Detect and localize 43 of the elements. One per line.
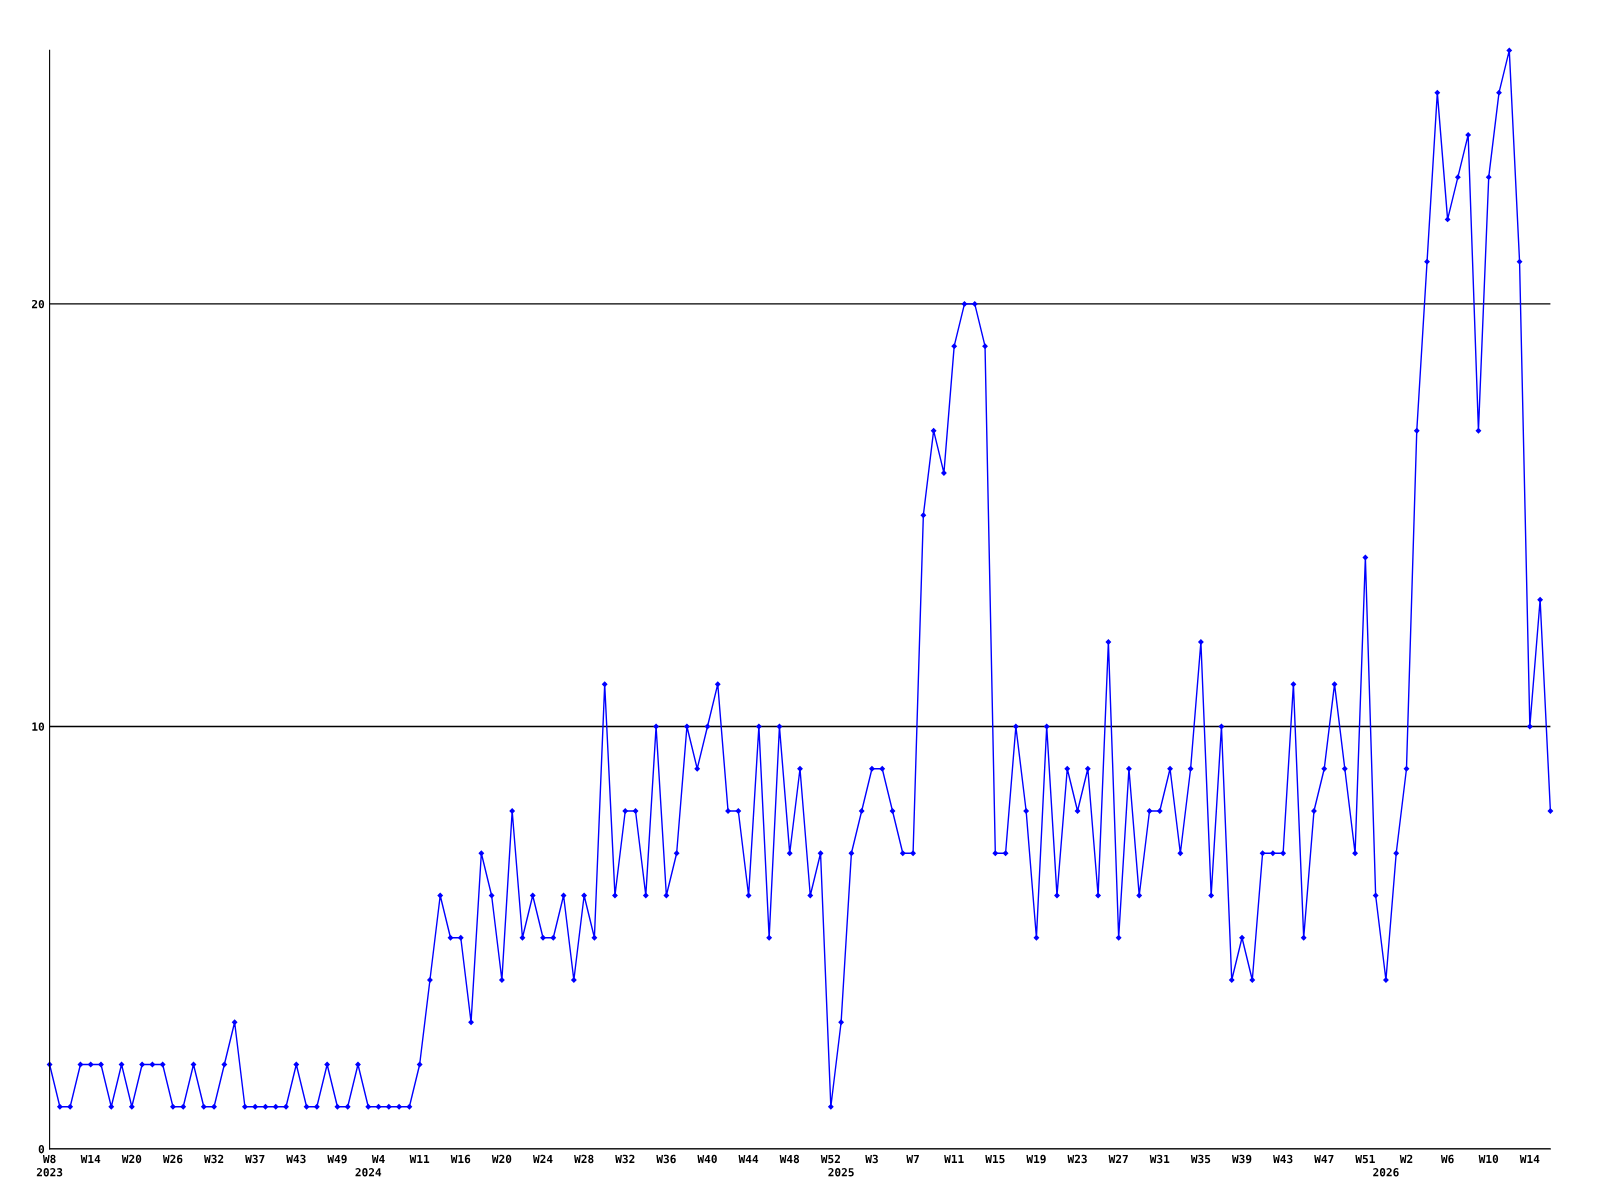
x-tick-label: W48: [779, 1154, 800, 1164]
y-tick-label: 0: [38, 1144, 45, 1154]
x-tick-label: 2024: [355, 1168, 382, 1177]
x-tick-label: W23: [1067, 1154, 1087, 1164]
x-tick-label: W20: [121, 1154, 142, 1164]
x-tick-label: W3: [865, 1154, 878, 1164]
x-tick-label: W32: [615, 1154, 635, 1164]
x-tick-label: W31: [1149, 1154, 1170, 1164]
x-tick-label: W37: [245, 1154, 265, 1164]
x-tick-label: W15: [985, 1154, 1005, 1164]
x-tick-label: W6: [1440, 1154, 1454, 1164]
x-tick-label: W47: [1314, 1154, 1334, 1163]
x-tick-label: W20: [491, 1154, 512, 1164]
x-tick-label: W11: [944, 1154, 964, 1163]
x-tick-label: W27: [1108, 1154, 1128, 1163]
x-tick-label: W35: [1190, 1154, 1211, 1164]
x-tick-label: W52: [820, 1154, 840, 1164]
y-tick-label: 20: [31, 299, 45, 309]
x-tick-label: W40: [697, 1154, 717, 1164]
x-tick-label: 2025: [828, 1168, 854, 1177]
y-tick-label: 10: [32, 722, 45, 731]
x-tick-label: W11: [409, 1154, 430, 1163]
x-tick-label: W10: [1478, 1154, 1499, 1164]
x-tick-label: W8 2023: [36, 1154, 63, 1177]
x-tick-label: W24: [532, 1154, 553, 1163]
x-tick-label: W36: [656, 1154, 676, 1164]
x-tick-label: W7: [906, 1154, 919, 1163]
x-tick-label: W26: [162, 1154, 183, 1164]
x-tick-label: W32: [204, 1154, 224, 1164]
x-tick-label: W51: [1355, 1154, 1375, 1164]
x-tick-label: W14: [80, 1154, 101, 1163]
x-tick-label: W2: [1399, 1154, 1413, 1163]
x-tick-label: 2026: [1373, 1168, 1399, 1177]
x-tick-label: W43: [1273, 1154, 1293, 1164]
x-tick-label: W16: [450, 1154, 471, 1164]
x-tick-label: W39: [1231, 1154, 1252, 1164]
x-tick-label: W49: [327, 1154, 347, 1164]
x-tick-label: W43: [286, 1154, 306, 1164]
x-tick-label: W44: [738, 1154, 759, 1163]
x-tick-label: W28: [574, 1154, 594, 1164]
x-tick-label: W4: [371, 1154, 385, 1163]
x-tick-label: W14: [1519, 1154, 1540, 1163]
x-tick-label: W19: [1026, 1154, 1046, 1164]
